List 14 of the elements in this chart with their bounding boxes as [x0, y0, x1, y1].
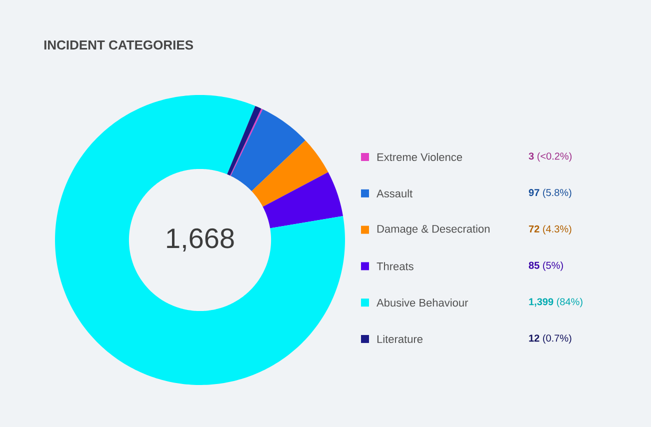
chart-title: INCIDENT CATEGORIES: [44, 40, 194, 50]
data-label: 12 (0.7%): [529, 334, 572, 344]
legend-label: Damage & Desecration: [377, 224, 490, 235]
data-label: 85 (5%): [528, 262, 563, 271]
legend-label: Threats: [376, 262, 414, 270]
legend-label: Abusive Behaviour: [376, 298, 468, 307]
legend-label: Assault: [376, 189, 413, 198]
legend-label: Extreme Violence: [377, 152, 462, 162]
text: 1,668: [167, 228, 234, 252]
data-label: 3 (<0.2%): [528, 152, 572, 162]
data-label: 1,399 (84%): [529, 298, 582, 308]
data-label: 72 (4.3%): [528, 225, 572, 234]
legend-label: Literature: [377, 334, 423, 344]
data-label: 97 (5.8%): [528, 188, 572, 198]
